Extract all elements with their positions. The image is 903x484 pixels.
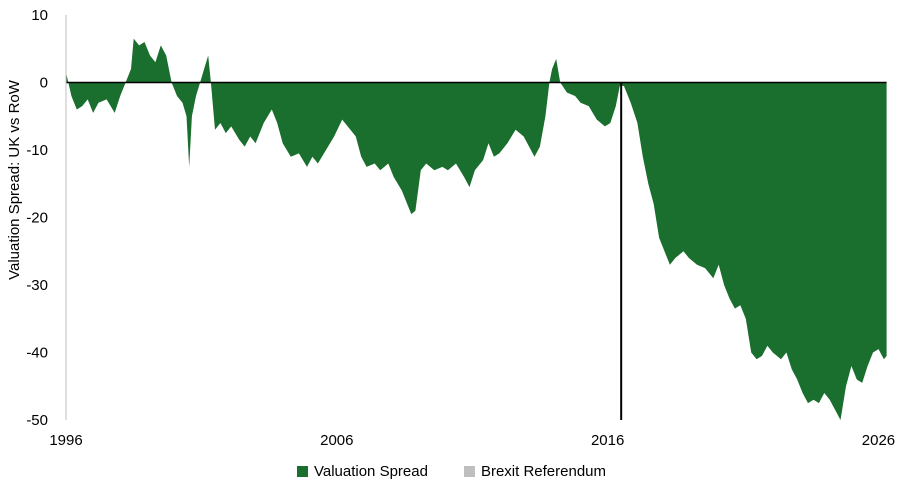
legend-item-valuation-spread: Valuation Spread bbox=[296, 463, 428, 480]
x-tick-label: 2006 bbox=[320, 432, 353, 449]
y-tick-label: -50 bbox=[26, 412, 48, 429]
x-tick-labels: 1996 2006 2016 2026 bbox=[49, 432, 895, 449]
y-tick-label: 0 bbox=[40, 75, 48, 92]
y-axis-label: Valuation Spread: UK vs RoW bbox=[6, 79, 23, 280]
legend: Valuation Spread Brexit Referendum bbox=[0, 463, 903, 480]
legend-item-brexit-referendum: Brexit Referendum bbox=[463, 463, 607, 480]
y-tick-label: -30 bbox=[26, 277, 48, 294]
y-tick-labels: 10 0 -10 -20 -30 -40 -50 bbox=[26, 7, 48, 429]
y-tick-label: -20 bbox=[26, 210, 48, 227]
y-tick-label: -10 bbox=[26, 142, 48, 159]
legend-swatch-brexit-referendum bbox=[463, 466, 475, 477]
y-tick-label: 10 bbox=[31, 7, 48, 24]
legend-swatch-valuation-spread bbox=[296, 466, 308, 477]
valuation-spread-area bbox=[66, 38, 887, 420]
x-tick-label: 2026 bbox=[862, 432, 895, 449]
legend-label-valuation-spread: Valuation Spread bbox=[313, 463, 428, 480]
valuation-spread-chart: Valuation Spread: UK vs RoW 10 0 -10 -20 -30… bbox=[6, 7, 895, 449]
x-tick-label: 1996 bbox=[49, 432, 82, 449]
y-tick-label: -40 bbox=[26, 345, 48, 362]
x-tick-label: 2016 bbox=[591, 432, 624, 449]
legend-label-brexit-referendum: Brexit Referendum bbox=[480, 463, 607, 480]
